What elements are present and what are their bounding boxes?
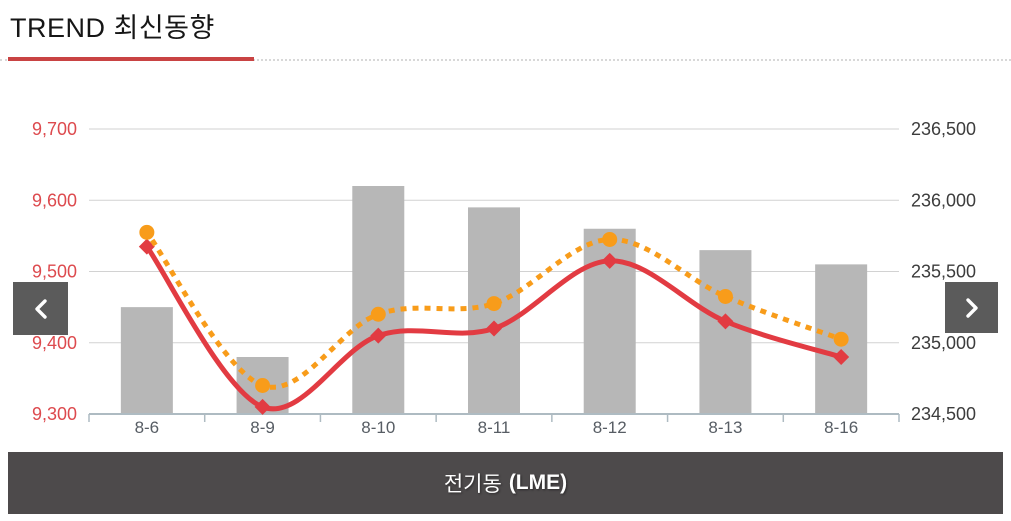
- right-axis-label: 235,500: [911, 262, 976, 282]
- x-axis-label: 8-12: [593, 418, 627, 437]
- left-axis-label: 9,700: [32, 119, 77, 139]
- footer-market-name: (LME): [508, 471, 568, 494]
- x-axis-label: 8-9: [250, 418, 275, 437]
- diamond-marker: [486, 320, 502, 337]
- right-axis-label: 235,000: [911, 333, 976, 353]
- header-dotted-divider: [0, 59, 1011, 61]
- bar: [120, 307, 173, 414]
- prev-chart-button[interactable]: [13, 282, 68, 335]
- x-axis-label: 8-11: [478, 418, 511, 437]
- circle-marker: [602, 231, 618, 247]
- x-axis-label: 8-13: [708, 418, 742, 437]
- diamond-marker: [370, 327, 387, 344]
- orange-dotted-line: [143, 228, 845, 390]
- bar: [352, 186, 405, 414]
- right-axis-label: 236,000: [911, 190, 976, 210]
- chart-footer-label: 전기동 (LME): [8, 452, 1003, 514]
- diamond-marker: [833, 349, 850, 365]
- bar: [699, 250, 752, 414]
- diamond-marker: [254, 398, 271, 415]
- circle-marker: [833, 331, 849, 347]
- trend-combo-chart: 9,700 9,600 9,500 9,400 9,300 236,500 236,000 2…: [32, 119, 976, 437]
- title-red-underline: [8, 57, 254, 61]
- page-title: TREND 최신동향: [10, 13, 215, 43]
- right-axis-label: 234,500: [911, 404, 976, 424]
- circle-marker: [370, 306, 386, 322]
- circle-marker: [139, 224, 155, 240]
- left-axis-label: 9,400: [32, 333, 77, 353]
- diamond-marker: [601, 252, 618, 269]
- left-axis-label: 9,500: [32, 262, 77, 282]
- chevron-right-icon: [965, 297, 978, 318]
- chevron-left-icon: [34, 298, 47, 319]
- x-axis-label: 8-16: [824, 418, 858, 437]
- next-chart-button[interactable]: [945, 282, 998, 333]
- x-axis-label: 8-6: [135, 418, 160, 437]
- diamond-marker: [717, 313, 734, 330]
- left-axis-label: 9,300: [32, 404, 77, 424]
- circle-marker: [255, 378, 271, 393]
- left-axis-label: 9,600: [32, 190, 77, 210]
- circle-marker: [486, 296, 502, 312]
- right-axis-label: 236,500: [911, 119, 976, 139]
- x-axis-label: 8-10: [361, 418, 395, 437]
- circle-marker: [717, 288, 733, 304]
- footer-metal-name: 전기동: [443, 473, 502, 496]
